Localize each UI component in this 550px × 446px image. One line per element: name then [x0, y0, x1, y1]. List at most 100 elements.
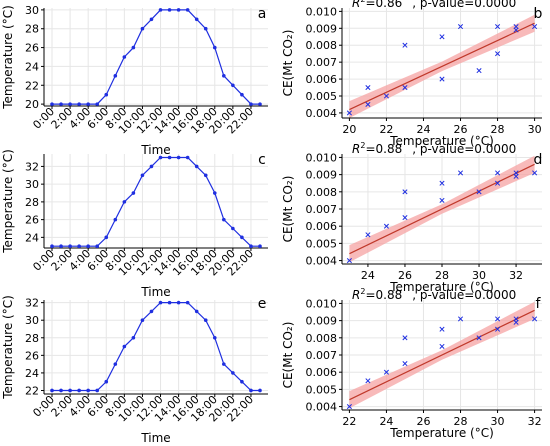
r2-superscript: 2 — [360, 287, 365, 296]
temperature-point — [68, 244, 72, 249]
scatter-point-stroke — [402, 189, 408, 195]
y-tick-label: 28 — [25, 23, 39, 36]
r2-value: =0.86 — [365, 0, 402, 10]
temperature-point — [240, 379, 244, 384]
scatter-point — [476, 189, 482, 195]
temperature-point — [167, 8, 172, 12]
y-tick-label: 0.006 — [306, 73, 338, 86]
y-tick-label: 32 — [25, 297, 39, 310]
y-tick-label: 0.009 — [306, 169, 338, 182]
y-tick-label: 30 — [25, 4, 39, 17]
y-tick-label: 0.009 — [306, 315, 338, 328]
x-tick-label: 32 — [528, 415, 542, 428]
temperature-point — [258, 244, 262, 249]
scatter-point — [346, 258, 352, 264]
regression-line — [349, 309, 535, 401]
scatter-point — [365, 84, 371, 91]
scatter-point-stroke — [346, 404, 352, 410]
temperature-point — [176, 8, 181, 12]
temperature-point — [122, 344, 127, 349]
y-tick-label: 28 — [25, 332, 39, 345]
y-axis-label: CE(Mt CO₂) — [281, 322, 295, 389]
panel-label: a — [258, 6, 267, 22]
y-tick-label: 0.004 — [306, 107, 338, 120]
y-tick-label: 20 — [25, 98, 39, 111]
temperature-point — [158, 300, 163, 305]
scatter-point — [402, 84, 408, 91]
r2-symbol: R — [352, 142, 360, 156]
scatter-point — [439, 326, 445, 332]
temperature-point — [158, 155, 163, 160]
temperature-point — [222, 217, 226, 222]
scatter-point-stroke — [476, 68, 482, 74]
regression-line — [349, 163, 535, 255]
scatter-point-stroke — [495, 326, 501, 332]
scatter-point — [402, 42, 408, 48]
scatter-point — [365, 232, 371, 238]
scatter-point-stroke — [457, 24, 464, 30]
y-axis-label: Temperature (°C) — [1, 5, 15, 110]
scatter-point-stroke — [439, 343, 445, 349]
y-tick-label: 30 — [25, 314, 39, 327]
temperature-point — [131, 335, 136, 340]
scatter-point — [402, 335, 408, 341]
scatter-point — [402, 361, 408, 367]
scatter-point — [365, 101, 371, 108]
scatter-point-stroke — [365, 84, 371, 91]
panel-label: b — [534, 6, 543, 22]
scatter-point-stroke — [532, 24, 538, 30]
scatter-point — [383, 369, 389, 375]
temperature-point — [113, 74, 118, 78]
scatter-point-stroke — [383, 93, 389, 99]
temperature-point — [203, 318, 208, 323]
temperature-point — [104, 379, 109, 384]
temperature-point — [258, 102, 262, 106]
temperature-point — [140, 26, 145, 31]
regression-stats: R2=0.86 , p-value=0.0000 — [352, 0, 516, 10]
scatter-point — [495, 24, 501, 30]
temperature-point — [77, 244, 81, 249]
y-tick-label: 30 — [25, 178, 39, 191]
temperature-point — [50, 388, 54, 393]
y-tick-label: 24 — [25, 367, 39, 380]
scatter-point-stroke — [513, 170, 519, 176]
x-tick-label: 26 — [416, 415, 430, 428]
x-axis-label: Temperature (°C) — [389, 280, 494, 294]
temperature-point — [212, 335, 217, 340]
scatter-point — [457, 24, 464, 30]
scatter-point-stroke — [402, 84, 408, 91]
r2-superscript: 2 — [360, 141, 365, 150]
scatter-point-stroke — [383, 369, 389, 375]
temperature-point — [212, 191, 217, 195]
scatter-point — [513, 24, 519, 30]
r2-value: =0.88 — [365, 142, 402, 156]
temperature-point — [86, 388, 90, 393]
r2-value: =0.88 — [365, 288, 402, 302]
temperature-point — [203, 173, 208, 178]
scatter-point — [346, 110, 352, 116]
scatter-point — [476, 68, 482, 74]
scatter-point — [495, 316, 501, 322]
r2-superscript: 2 — [360, 0, 365, 4]
scatter-point-stroke — [383, 223, 389, 229]
scatter-point — [439, 76, 445, 82]
scatter-point-stroke — [457, 170, 464, 176]
temperature-point — [249, 244, 253, 249]
temperature-point — [176, 300, 181, 305]
scatter-point-stroke — [495, 170, 501, 176]
scatter-point — [532, 316, 538, 322]
scatter-point — [513, 170, 519, 176]
y-tick-label: 0.004 — [306, 255, 338, 268]
y-tick-label: 22 — [25, 384, 39, 397]
regression-line — [349, 22, 535, 111]
x-tick-label: 28 — [454, 415, 468, 428]
x-tick-label: 28 — [491, 123, 505, 136]
y-tick-label: 24 — [25, 231, 39, 244]
y-axis-label: Temperature (°C) — [1, 149, 15, 254]
temperature-point — [95, 102, 100, 106]
scatter-point-stroke — [513, 24, 519, 30]
y-tick-label: 0.008 — [306, 332, 338, 345]
temperature-point — [59, 388, 63, 393]
scatter-point-stroke — [402, 42, 408, 48]
y-tick-label: 0.005 — [306, 383, 338, 396]
